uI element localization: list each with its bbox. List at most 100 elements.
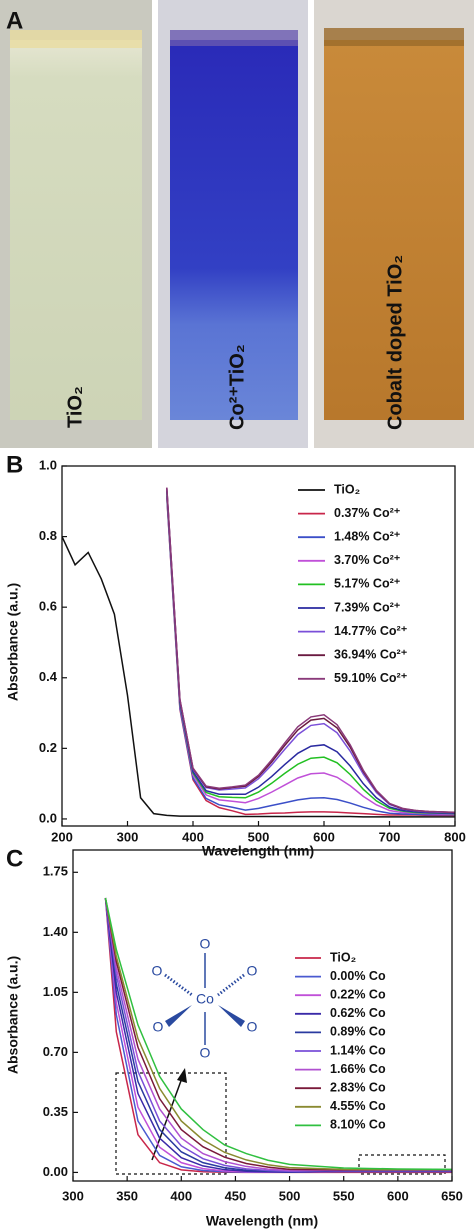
y-tick-label: 0.0: [39, 810, 57, 825]
legend-label: 0.00% Co: [330, 969, 386, 983]
panel-label: C: [6, 845, 23, 872]
y-tick-label: 1.40: [43, 924, 68, 939]
cuvette: [10, 40, 142, 420]
x-tick-label: 550: [333, 1188, 355, 1203]
legend-label: TiO₂: [330, 950, 356, 964]
legend-label: 3.70% Co²⁺: [334, 553, 401, 567]
x-tick-label: 200: [51, 829, 73, 844]
atom-label: O: [200, 936, 211, 952]
plot-frame: [61, 465, 456, 827]
dashed-box: [115, 1072, 227, 1175]
plot-lines: [104, 897, 452, 1174]
x-tick-label: 700: [379, 829, 401, 844]
data-line: [166, 495, 455, 816]
x-tick-label: 400: [182, 829, 204, 844]
x-tick-label: 800: [444, 829, 466, 844]
x-tick-label: 500: [279, 1188, 301, 1203]
y-tick-label: 1.05: [43, 984, 68, 999]
dashed-box: [358, 1154, 446, 1175]
y-tick-label: 0.00: [43, 1164, 68, 1179]
y-tick-label: 0.70: [43, 1044, 68, 1059]
meniscus: [170, 30, 298, 46]
y-tick-label: 0.8: [39, 528, 57, 543]
legend-label: 1.14% Co: [330, 1043, 386, 1057]
plot-lines: [62, 487, 455, 818]
legend-label: 59.10% Co²⁺: [334, 671, 408, 685]
y-axis-label: Absorbance (a.u.): [5, 583, 21, 701]
data-line: [166, 497, 455, 817]
y-tick-label: 1.0: [39, 457, 57, 472]
legend-label: 2.83% Co: [330, 1080, 386, 1094]
photo-panel: A TiO₂ Co²⁺TiO₂ Cobalt doped TiO₂: [0, 0, 474, 448]
atom-label: Co: [196, 991, 214, 1007]
legend-label: 1.48% Co²⁺: [334, 529, 401, 543]
data-line: [104, 897, 452, 1173]
data-line: [104, 897, 452, 1174]
y-axis-label: Absorbance (a.u.): [5, 956, 21, 1074]
sample-label: Co²⁺TiO₂: [226, 344, 248, 430]
x-tick-label: 300: [117, 829, 139, 844]
x-tick-label: 500: [248, 829, 270, 844]
sample-label: TiO₂: [64, 386, 86, 428]
legend-label: 4.55% Co: [330, 1099, 386, 1113]
panel-label: B: [6, 451, 23, 478]
y-tick-label: 1.75: [43, 864, 68, 879]
octahedron: [164, 953, 245, 1045]
legend-label: 36.94% Co²⁺: [334, 647, 408, 661]
plot-frame: [72, 849, 453, 1182]
data-line: [104, 897, 452, 1171]
data-line: [104, 897, 452, 1173]
y-tick-label: 0.35: [43, 1104, 68, 1119]
atom-label: O: [153, 1019, 164, 1035]
legend-label: 8.10% Co: [330, 1118, 386, 1132]
data-line: [104, 897, 452, 1171]
data-line: [62, 536, 455, 818]
meniscus: [10, 30, 142, 48]
x-tick-label: 300: [62, 1188, 84, 1203]
x-tick-label: 350: [116, 1188, 138, 1203]
atom-label: O: [152, 963, 163, 979]
cuvette: [170, 40, 298, 420]
legend-label: 0.62% Co: [330, 1006, 386, 1020]
data-line: [104, 897, 452, 1174]
atom-label: O: [247, 963, 258, 979]
panel-label: A: [6, 7, 23, 34]
data-line: [104, 897, 452, 1173]
sample-label: Cobalt doped TiO₂: [384, 255, 406, 430]
x-axis-label: Wavelength (nm): [202, 843, 314, 859]
meniscus: [324, 28, 464, 46]
x-tick-label: 400: [170, 1188, 192, 1203]
x-tick-label: 650: [441, 1188, 463, 1203]
data-line: [166, 487, 455, 813]
data-line: [104, 897, 452, 1173]
legend-label: TiO₂: [334, 482, 360, 496]
x-axis-label: Wavelength (nm): [206, 1213, 318, 1229]
zoom-boxes: [115, 1072, 446, 1175]
cuvette: [324, 40, 464, 420]
legend-label: 0.37% Co²⁺: [334, 506, 401, 520]
arrow-head: [177, 1068, 187, 1083]
atom-label: O: [247, 1019, 258, 1035]
bond: [164, 973, 193, 997]
legend-label: 0.89% Co: [330, 1025, 386, 1039]
bond: [218, 1005, 245, 1027]
y-tick-label: 0.2: [39, 740, 57, 755]
legend-label: 1.66% Co: [330, 1062, 386, 1076]
x-tick-label: 450: [225, 1188, 247, 1203]
atom-label: O: [200, 1045, 211, 1061]
bond: [165, 1005, 192, 1027]
legend-label: 14.77% Co²⁺: [334, 624, 408, 638]
legend-label: 7.39% Co²⁺: [334, 600, 401, 614]
x-tick-label: 600: [387, 1188, 409, 1203]
y-tick-label: 0.4: [39, 669, 58, 684]
data-line: [166, 490, 455, 815]
data-line: [166, 491, 455, 815]
data-line: [166, 493, 455, 815]
legend-label: 0.22% Co: [330, 987, 386, 1001]
legend-label: 5.17% Co²⁺: [334, 577, 401, 591]
bond: [217, 973, 245, 997]
x-tick-label: 600: [313, 829, 335, 844]
y-tick-label: 0.6: [39, 599, 57, 614]
